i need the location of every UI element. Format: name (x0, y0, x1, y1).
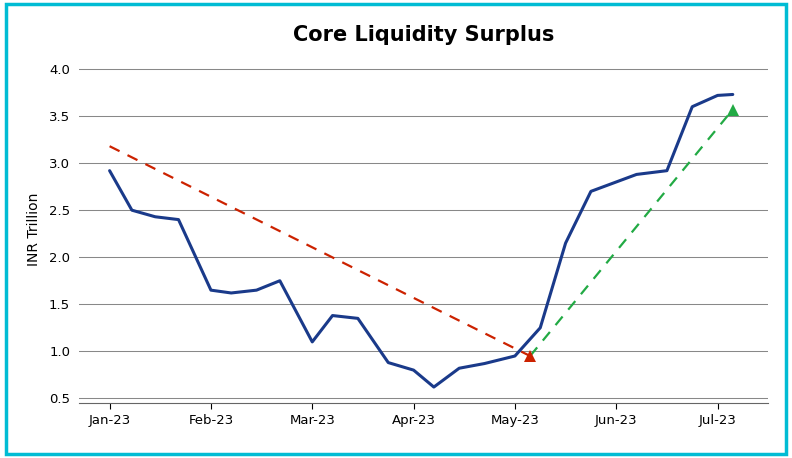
Title: Core Liquidity Surplus: Core Liquidity Surplus (293, 25, 554, 45)
Y-axis label: INR Trillion: INR Trillion (27, 192, 40, 266)
